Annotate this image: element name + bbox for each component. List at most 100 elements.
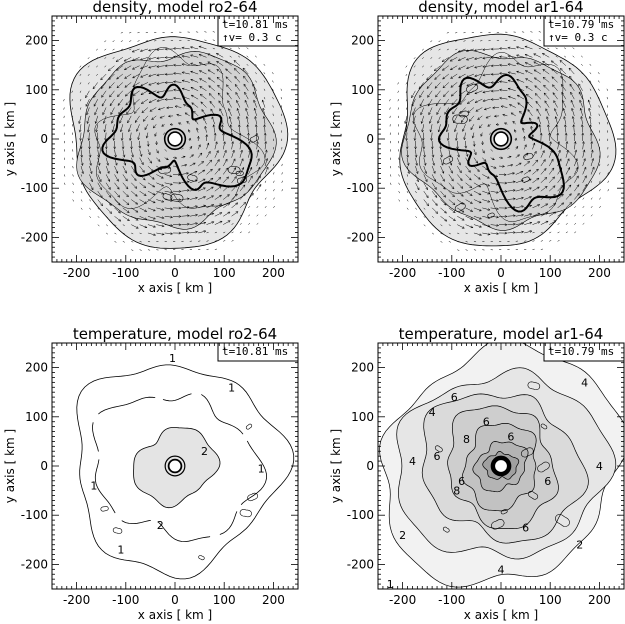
velocity-arrowhead: [167, 166, 171, 169]
velocity-vector: [516, 54, 525, 58]
velocity-vector: [523, 169, 531, 175]
velocity-vector: [97, 199, 103, 206]
contour-label: 1: [90, 480, 97, 493]
velocity-arrowhead: [519, 110, 522, 114]
velocity-vector: [89, 165, 93, 174]
velocity-arrowhead: [108, 68, 111, 72]
velocity-vector: [482, 149, 485, 154]
velocity-arrowhead: [240, 149, 243, 153]
velocity-arrowhead: [170, 191, 173, 194]
velocity-vector: [223, 240, 226, 242]
velocity-arrowhead: [534, 93, 538, 96]
velocity-arrowhead: [545, 194, 548, 198]
velocity-arrowhead: [474, 48, 477, 52]
velocity-arrowhead: [478, 192, 482, 196]
velocity-vector: [147, 199, 156, 204]
velocity-vector: [390, 174, 392, 177]
velocity-vector: [226, 84, 232, 91]
velocity-arrowhead: [441, 170, 445, 174]
velocity-arrowhead: [470, 127, 474, 130]
velocity-vector: [482, 73, 491, 76]
velocity-arrowhead: [458, 162, 461, 166]
velocity-vector: [507, 80, 516, 83]
velocity-vector: [431, 224, 434, 227]
velocity-arrowhead: [496, 191, 499, 194]
velocity-arrowhead: [234, 76, 238, 79]
velocity-vector: [97, 216, 100, 218]
velocity-vector: [207, 61, 215, 66]
velocity-arrowhead: [536, 186, 540, 190]
velocity-arrowhead: [173, 47, 176, 50]
velocity-arrowhead: [178, 190, 182, 193]
velocity-arrowhead: [89, 171, 93, 174]
velocity-vector: [397, 82, 399, 85]
velocity-vector: [122, 241, 125, 243]
velocity-arrowhead: [221, 124, 224, 128]
temperature-contour-1-inner: [92, 392, 267, 543]
velocity-vector: [248, 175, 253, 183]
velocity-vector: [552, 84, 558, 91]
velocity-vector: [181, 47, 190, 50]
contour-label: 4: [429, 406, 436, 419]
velocity-vector: [462, 124, 466, 132]
velocity-vector: [272, 88, 274, 91]
velocity-vector: [199, 86, 207, 91]
velocity-vector: [524, 196, 532, 200]
velocity-arrowhead: [191, 102, 195, 106]
velocity-arrowhead: [156, 48, 160, 51]
velocity-vector: [490, 174, 498, 177]
x-tick-label: 200: [588, 266, 611, 280]
temperature-island: [490, 519, 505, 530]
velocity-arrowhead: [181, 46, 185, 50]
velocity-arrowhead: [490, 56, 494, 59]
velocity-vector: [246, 63, 249, 66]
velocity-vector: [406, 157, 409, 166]
velocity-vector: [85, 99, 90, 107]
velocity-vector: [204, 39, 207, 41]
velocity-vector: [474, 98, 483, 103]
velocity-vector: [145, 40, 149, 42]
y-tick-label: -100: [347, 508, 374, 522]
velocity-arrowhead: [144, 225, 148, 229]
velocity-vector: [71, 107, 73, 110]
velocity-arrowhead: [576, 184, 580, 188]
velocity-vector: [532, 212, 540, 217]
velocity-arrowhead: [178, 198, 182, 202]
velocity-vector: [474, 65, 483, 68]
velocity-arrowhead: [430, 138, 433, 141]
velocity-vector: [440, 174, 445, 182]
velocity-vector: [545, 108, 550, 116]
velocity-vector: [564, 55, 567, 58]
velocity-arrowhead: [127, 120, 130, 124]
velocity-vector: [80, 191, 83, 194]
velocity-arrowhead: [494, 114, 497, 118]
velocity-arrowhead: [132, 93, 136, 96]
velocity-vector: [588, 108, 592, 116]
velocity-vector: [473, 199, 482, 204]
velocity-arrowhead: [467, 101, 470, 104]
velocity-vector: [80, 182, 83, 185]
velocity-vector: [264, 166, 269, 175]
velocity-arrowhead: [460, 111, 463, 114]
velocity-arrowhead: [453, 120, 456, 124]
velocity-vector: [582, 206, 585, 209]
velocity-vector: [455, 132, 458, 141]
velocity-arrowhead: [580, 116, 583, 119]
velocity-vector: [431, 191, 438, 198]
velocity-vector: [156, 149, 159, 154]
velocity-arrowhead: [413, 129, 416, 133]
velocity-vector: [116, 82, 124, 89]
x-tick-label: 0: [497, 593, 505, 607]
velocity-arrowhead: [105, 154, 109, 158]
temperature-island: [239, 509, 252, 518]
velocity-vector: [431, 132, 433, 141]
velocity-vector: [515, 162, 522, 167]
velocity-vector: [582, 141, 584, 150]
velocity-vector: [465, 157, 470, 165]
velocity-vector: [406, 165, 410, 174]
velocity-arrowhead: [502, 164, 505, 168]
velocity-arrowhead: [86, 121, 90, 124]
velocity-arrowhead: [255, 132, 259, 136]
velocity-vector: [458, 57, 466, 61]
